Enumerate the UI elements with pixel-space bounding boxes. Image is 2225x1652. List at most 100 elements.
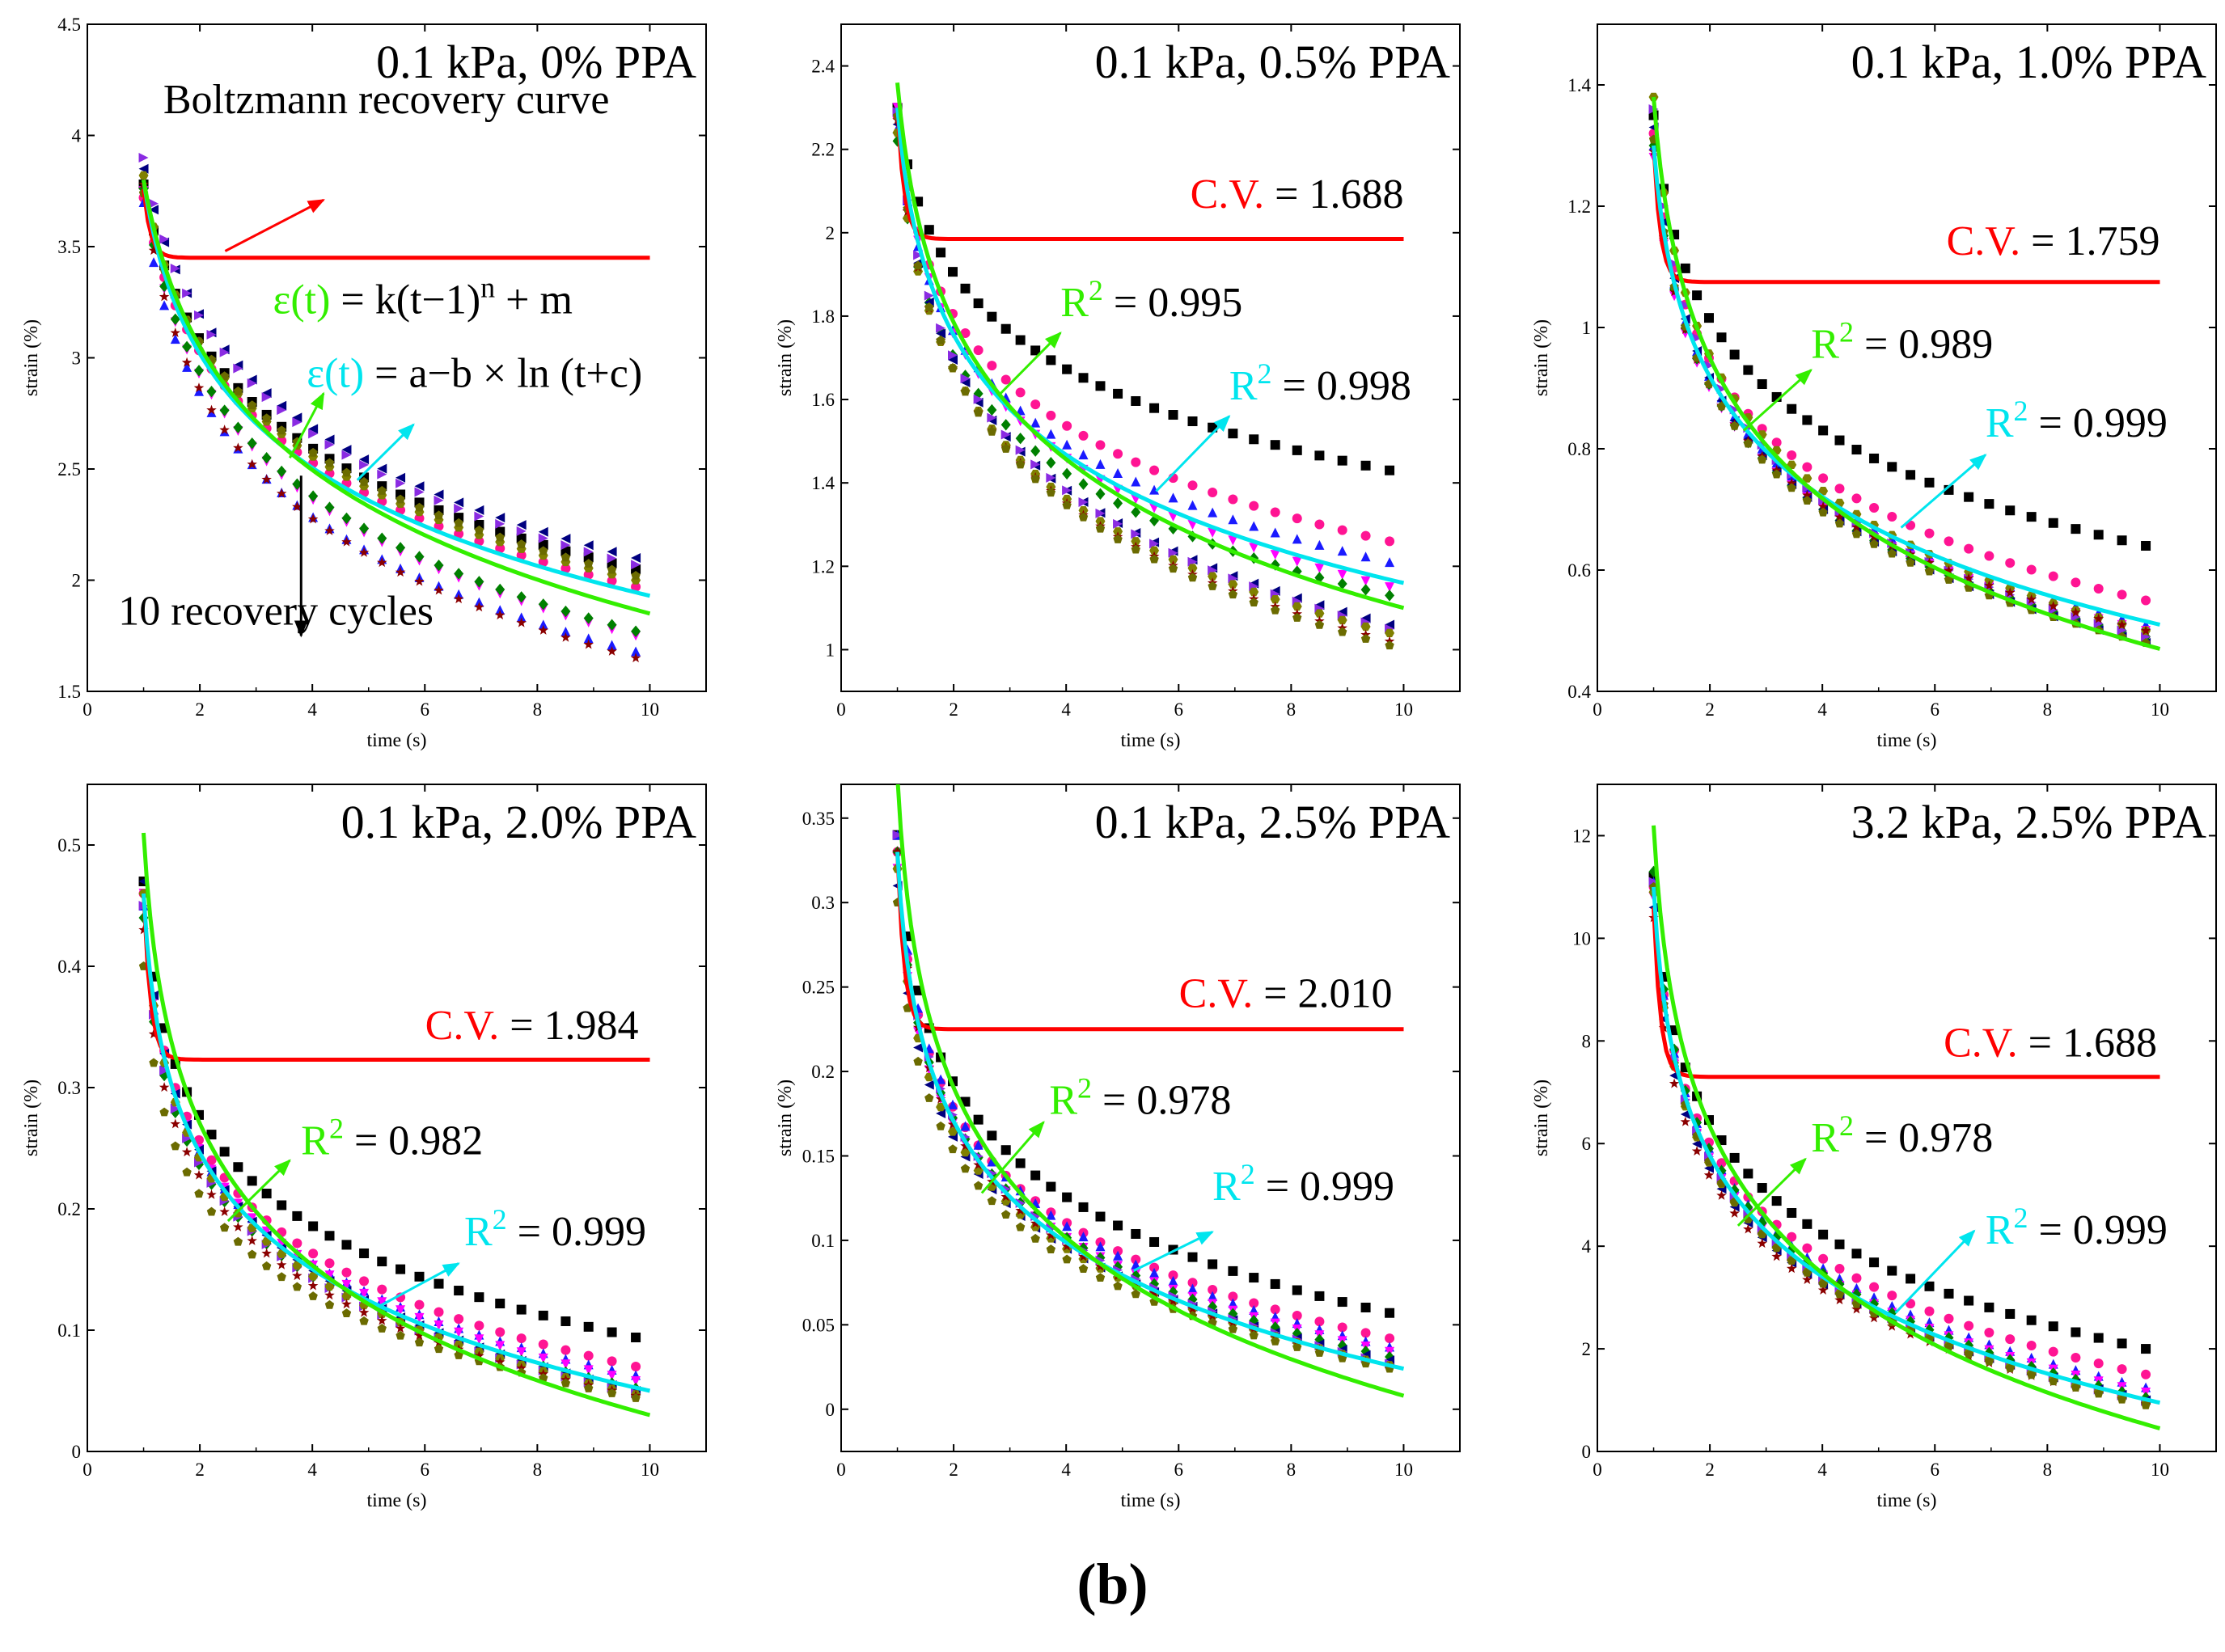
data-point — [181, 1147, 192, 1157]
y-axis-title: strain (%) — [775, 1080, 796, 1156]
data-point — [1249, 434, 1259, 445]
data-point — [1131, 457, 1141, 467]
data-point — [1964, 1349, 1973, 1358]
data-point — [474, 1292, 484, 1303]
data-point — [1818, 473, 1829, 484]
data-point — [1385, 628, 1395, 638]
data-point — [1924, 528, 1935, 539]
data-point — [583, 1365, 594, 1375]
y-tick-label: 3.5 — [57, 237, 81, 257]
plot-frame — [840, 23, 1461, 692]
data-point — [1716, 1189, 1727, 1200]
data-point — [182, 340, 192, 353]
data-point — [170, 263, 180, 273]
data-point — [193, 365, 204, 377]
data-point — [206, 329, 217, 340]
data-point — [377, 469, 387, 480]
data-point — [170, 327, 181, 337]
data-point — [261, 413, 272, 423]
y-tick-label: 2.5 — [57, 459, 81, 480]
data-point — [1000, 374, 1011, 385]
y-axis-title: strain (%) — [775, 319, 796, 396]
data-point — [1743, 1223, 1753, 1234]
data-point — [219, 1147, 230, 1157]
data-point — [1131, 506, 1141, 518]
data-point — [474, 519, 484, 530]
data-point — [206, 1189, 217, 1199]
data-point — [1270, 527, 1280, 538]
data-point — [538, 1339, 548, 1350]
data-point — [607, 553, 617, 564]
data-point — [1729, 349, 1740, 360]
series-cycle-10 — [138, 961, 641, 1402]
data-point — [1851, 1249, 1862, 1259]
data-point — [1984, 499, 1994, 509]
data-point — [892, 830, 903, 840]
plot-frame — [1597, 23, 2217, 692]
annotation-text: R2 = 0.978 — [1049, 1071, 1231, 1123]
y-tick-label: 2 — [72, 571, 82, 591]
annotation-segment: C.V. — [1179, 971, 1254, 1017]
data-point — [1944, 565, 1954, 576]
data-point — [1314, 563, 1325, 573]
data-point — [1270, 440, 1280, 450]
data-point — [1046, 355, 1056, 365]
data-point — [924, 302, 934, 311]
x-tick-label: 4 — [1061, 699, 1071, 720]
data-point — [276, 488, 287, 498]
data-point — [1292, 565, 1302, 577]
data-point — [1062, 500, 1072, 509]
data-point — [1691, 1146, 1703, 1156]
data-point — [1984, 551, 1994, 561]
data-point — [2026, 1370, 2037, 1379]
data-point — [1786, 1263, 1797, 1274]
data-point — [936, 1121, 945, 1130]
annotation-segment: R — [1049, 1077, 1077, 1123]
data-point — [1834, 1273, 1845, 1283]
data-point — [1228, 535, 1238, 546]
data-point — [1292, 445, 1302, 455]
x-tick-label: 2 — [949, 699, 958, 720]
data-point — [1743, 1168, 1753, 1179]
data-point — [1924, 557, 1935, 568]
data-point — [560, 552, 571, 562]
data-point — [924, 225, 934, 235]
data-point — [474, 1350, 484, 1361]
x-tick-label: 6 — [1174, 1460, 1184, 1480]
y-tick-label: 0.1 — [811, 1231, 835, 1251]
data-point — [1062, 485, 1072, 496]
annotation-segment: = a−b × ln (t+c) — [364, 350, 642, 396]
data-point — [1869, 1257, 1880, 1268]
data-point — [516, 1333, 527, 1344]
panel-title: 0.1 kPa, 0.5% PPA — [1095, 36, 1451, 88]
y-tick-label: 0.2 — [57, 1199, 81, 1219]
data-point — [987, 361, 997, 371]
data-point — [1703, 1169, 1715, 1180]
data-point — [2048, 1346, 2058, 1357]
annotation-arrow — [226, 1159, 291, 1223]
data-point — [973, 345, 983, 356]
data-point — [1314, 1316, 1325, 1327]
data-point — [247, 374, 257, 385]
data-point — [1078, 478, 1089, 490]
data-point — [1168, 1275, 1178, 1286]
x-tick-label: 8 — [1287, 1460, 1297, 1480]
data-point — [1818, 487, 1829, 496]
data-point — [414, 1330, 425, 1341]
data-point — [358, 1307, 370, 1317]
y-tick-label: 0 — [1582, 1442, 1592, 1462]
data-point — [607, 576, 617, 586]
data-point — [947, 1127, 958, 1136]
data-point — [193, 386, 204, 396]
data-point — [516, 591, 527, 603]
data-point — [1113, 497, 1123, 509]
data-point — [219, 425, 230, 435]
data-point — [1095, 458, 1106, 469]
x-tick-label: 10 — [641, 699, 659, 720]
data-point — [277, 465, 287, 478]
data-point — [277, 400, 287, 411]
data-point — [2026, 598, 2037, 608]
data-point — [1062, 420, 1072, 431]
data-point — [341, 445, 352, 455]
data-point — [1249, 1273, 1259, 1283]
